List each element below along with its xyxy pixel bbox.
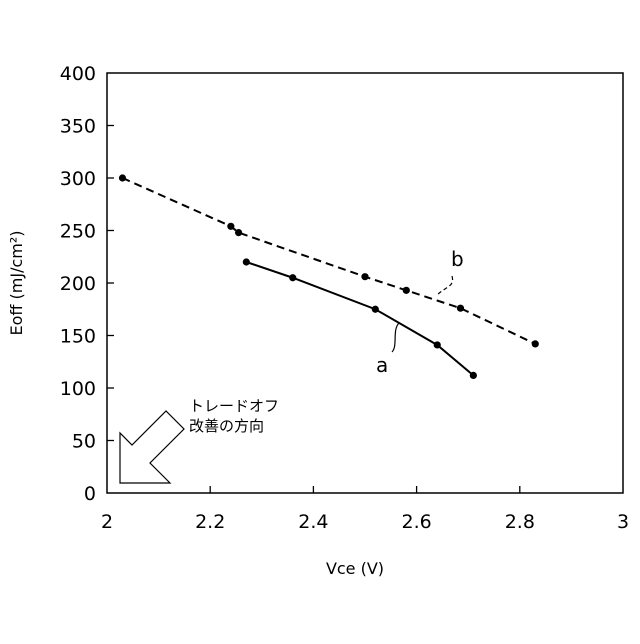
series-b-label: b	[451, 247, 464, 271]
series-b-leader	[435, 275, 454, 297]
annotation-line-1: トレードオフ	[189, 397, 279, 415]
y-tick-label: 100	[60, 378, 96, 400]
x-axis-title: Vce (V)	[326, 559, 384, 578]
series-b-point	[402, 286, 410, 294]
y-axis: 0 50 100 150 200 250 300 350 400	[60, 63, 114, 505]
series-a-point	[469, 371, 477, 379]
series-a-point	[433, 341, 441, 349]
y-axis-title: Eoff (mJ/cm²)	[7, 231, 26, 336]
series-b-point	[456, 304, 465, 312]
series-b-line	[122, 177, 536, 345]
series-a-point	[289, 274, 297, 282]
y-tick-label: 400	[60, 63, 96, 85]
x-axis: 2 2.2 2.4 2.6 2.8 3	[101, 486, 629, 533]
x-tick-label: 2	[101, 511, 113, 533]
series-b-point	[234, 229, 243, 237]
annotation-line-2: 改善の方向	[189, 417, 264, 435]
y-tick-label: 150	[60, 326, 96, 348]
series-a-line	[245, 261, 475, 377]
tradeoff-annotation: トレードオフ 改善の方向	[119, 397, 279, 484]
y-tick-label: 350	[60, 116, 96, 138]
series-layer	[118, 174, 539, 379]
y-tick-label: 0	[84, 483, 96, 505]
y-tick-label: 250	[60, 221, 96, 243]
x-tick-label: 2.6	[401, 511, 431, 533]
y-tick-label: 50	[72, 431, 96, 453]
x-tick-label: 2.2	[195, 511, 225, 533]
y-tick-label: 300	[60, 168, 96, 190]
series-a-point	[371, 305, 379, 313]
series-b-point	[531, 340, 539, 348]
x-tick-label: 2.8	[505, 511, 535, 533]
series-a-point	[242, 258, 250, 266]
series-b-point	[227, 222, 235, 230]
series-a-leader	[391, 322, 400, 353]
series-b-point	[361, 273, 369, 281]
x-tick-label: 2.4	[298, 511, 328, 533]
series-a-label: a	[376, 353, 388, 377]
arrow-down-left-icon	[119, 410, 185, 484]
y-tick-label: 200	[60, 273, 96, 295]
series-b-point	[118, 174, 127, 182]
x-tick-label: 3	[617, 511, 629, 533]
plot-frame	[106, 72, 624, 494]
